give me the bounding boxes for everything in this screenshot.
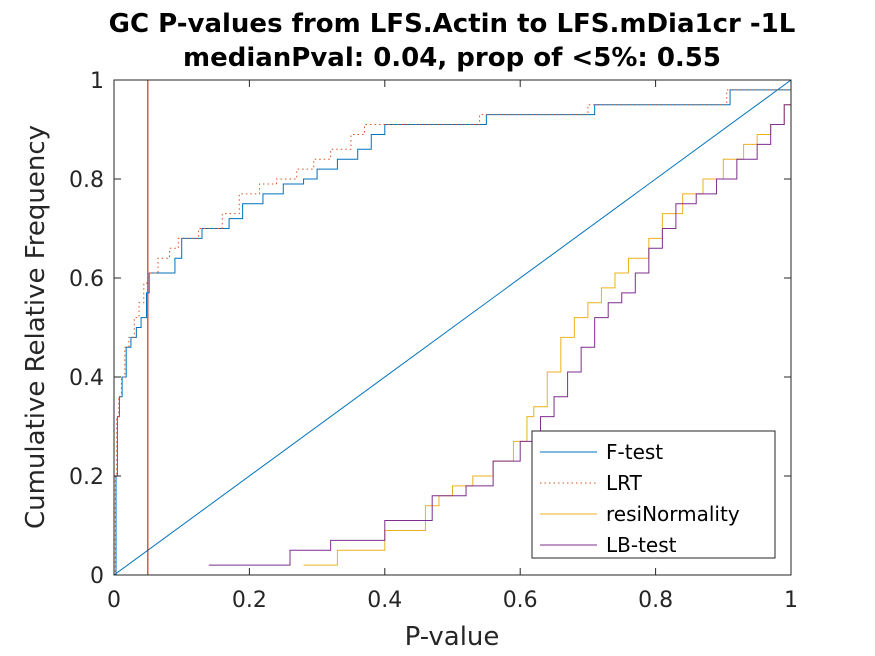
x-tick-label: 0.8 bbox=[638, 588, 673, 613]
x-tick-label: 0.4 bbox=[367, 588, 402, 613]
chart-title-line-1: GC P-values from LFS.Actin to LFS.mDia1c… bbox=[109, 9, 796, 39]
x-tick-label: 0.2 bbox=[232, 588, 267, 613]
plot-lines bbox=[113, 79, 792, 576]
x-tick-label: 1 bbox=[784, 588, 798, 613]
chart-title-line-2: medianPval: 0.04, prop of <5%: 0.55 bbox=[183, 43, 721, 73]
y-tick-label: 0.6 bbox=[69, 267, 104, 292]
series-line-f-test bbox=[114, 80, 792, 576]
y-axis-label: Cumulative Relative Frequency bbox=[21, 125, 51, 529]
y-tick-label: 0.8 bbox=[69, 168, 104, 193]
x-axis-label: P-value bbox=[405, 622, 500, 652]
x-tick-label: 0.6 bbox=[503, 588, 538, 613]
legend-label: resiNormality bbox=[606, 502, 740, 526]
axis-ticks: 0 0.2 0.4 0.6 0.8 1 0 0.2 0.4 0.6 0.8 1 bbox=[69, 69, 798, 613]
legend-label: F-test bbox=[606, 440, 663, 464]
x-tick-label: 0 bbox=[107, 588, 121, 613]
y-tick-label: 1 bbox=[90, 69, 104, 94]
legend-label: LB-test bbox=[606, 533, 677, 557]
y-tick-label: 0.2 bbox=[69, 465, 104, 490]
y-tick-label: 0.4 bbox=[69, 366, 104, 391]
legend: F-test LRT resiNormality LB-test bbox=[531, 430, 776, 559]
legend-entries: F-test LRT resiNormality LB-test bbox=[540, 440, 740, 557]
y-tick-label: 0 bbox=[90, 564, 104, 589]
series-line-lb-test bbox=[208, 80, 792, 566]
legend-label: LRT bbox=[606, 471, 643, 495]
diagonal-reference-line bbox=[113, 79, 792, 576]
plot-frame bbox=[113, 79, 792, 576]
